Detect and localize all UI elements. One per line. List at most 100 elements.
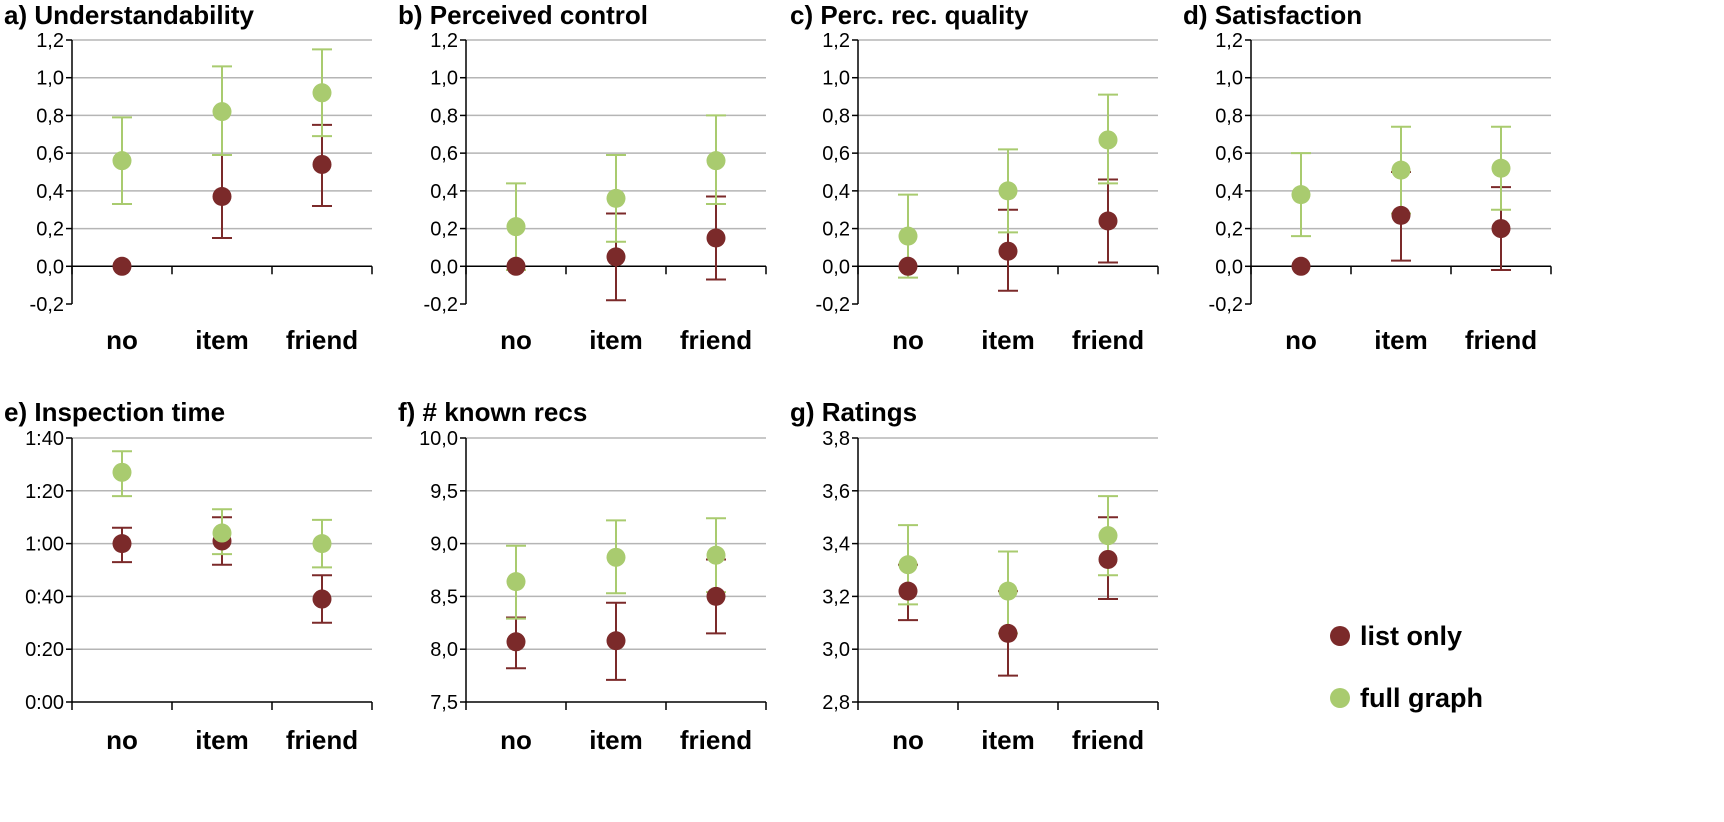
panel-c-category-label-no: no bbox=[892, 325, 924, 355]
panel-g-y-tick-label: 3,4 bbox=[822, 534, 850, 556]
panel-d-point-full-graph-friend bbox=[1491, 158, 1511, 178]
panel-b-point-full-graph-item bbox=[606, 188, 626, 208]
panel-g-point-list-only-no bbox=[898, 581, 918, 601]
panel-b-category-label-friend: friend bbox=[680, 325, 752, 355]
panel-b-point-list-only-friend bbox=[706, 228, 726, 248]
panel-g-category-label-friend: friend bbox=[1072, 725, 1144, 755]
panel-b-category-label-item: item bbox=[589, 325, 642, 355]
panel-e-point-full-graph-item bbox=[212, 523, 232, 543]
panel-f-point-list-only-item bbox=[606, 631, 626, 651]
panel-f-y-tick-label: 8,0 bbox=[430, 639, 458, 661]
panel-a-y-tick-label: 0,4 bbox=[36, 181, 64, 203]
panel-f-point-full-graph-no bbox=[506, 572, 526, 592]
panel-a-y-tick-label: 1,2 bbox=[36, 30, 64, 52]
panel-e-title: e) Inspection time bbox=[4, 397, 225, 427]
panel-c-y-tick-label: -0,2 bbox=[816, 294, 850, 316]
panel-g-point-full-graph-item bbox=[998, 581, 1018, 601]
panel-d-category-label-no: no bbox=[1285, 325, 1317, 355]
legend-label-list-only: list only bbox=[1360, 620, 1463, 651]
panel-f-y-tick-label: 10,0 bbox=[419, 428, 458, 450]
panel-d-point-list-only-item bbox=[1391, 205, 1411, 225]
panel-b-title: b) Perceived control bbox=[398, 0, 648, 30]
panel-c-point-list-only-no bbox=[898, 256, 918, 276]
panel-d-y-tick-label: 0,2 bbox=[1215, 219, 1243, 241]
panel-c-y-tick-label: 0,0 bbox=[822, 256, 850, 278]
panel-a-y-tick-label: 1,0 bbox=[36, 68, 64, 90]
panel-c-title: c) Perc. rec. quality bbox=[790, 0, 1029, 30]
panel-d-y-tick-label: 1,2 bbox=[1215, 30, 1243, 52]
panel-a-category-label-friend: friend bbox=[286, 325, 358, 355]
panel-b-point-full-graph-no bbox=[506, 217, 526, 237]
panel-f-category-label-friend: friend bbox=[680, 725, 752, 755]
legend-item-full-graph: full graph bbox=[1330, 680, 1483, 716]
panel-g-point-list-only-item bbox=[998, 623, 1018, 643]
legend: list only full graph bbox=[1330, 618, 1483, 742]
panel-f-title: f) # known recs bbox=[398, 397, 587, 427]
panel-a-point-full-graph-item bbox=[212, 102, 232, 122]
panel-d-y-tick-label: 0,4 bbox=[1215, 181, 1243, 203]
panel-g-y-tick-label: 3,6 bbox=[822, 481, 850, 503]
panel-f-point-full-graph-friend bbox=[706, 545, 726, 565]
panel-a-y-tick-label: 0,0 bbox=[36, 256, 64, 278]
panel-g-point-full-graph-friend bbox=[1098, 526, 1118, 546]
panel-c-y-tick-label: 0,6 bbox=[822, 143, 850, 165]
panel-e-point-list-only-no bbox=[112, 534, 132, 554]
panel-c-point-full-graph-friend bbox=[1098, 130, 1118, 150]
panel-d-y-tick-label: -0,2 bbox=[1209, 294, 1243, 316]
panel-g-point-list-only-friend bbox=[1098, 549, 1118, 569]
panel-a-category-label-item: item bbox=[195, 325, 248, 355]
panel-a-y-tick-label: -0,2 bbox=[30, 294, 64, 316]
panel-f-y-tick-label: 8,5 bbox=[430, 586, 458, 608]
panel-b-y-tick-label: 0,8 bbox=[430, 105, 458, 127]
panel-c-category-label-friend: friend bbox=[1072, 325, 1144, 355]
panel-c-point-list-only-friend bbox=[1098, 211, 1118, 231]
panel-a-point-full-graph-friend bbox=[312, 83, 332, 103]
legend-item-list-only: list only bbox=[1330, 618, 1483, 654]
panel-f-point-full-graph-item bbox=[606, 547, 626, 567]
panel-f-point-list-only-friend bbox=[706, 586, 726, 606]
panel-d-category-label-friend: friend bbox=[1465, 325, 1537, 355]
panel-c-category-label-item: item bbox=[981, 325, 1034, 355]
panel-d-y-tick-label: 0,8 bbox=[1215, 105, 1243, 127]
panel-c-y-tick-label: 0,4 bbox=[822, 181, 850, 203]
panel-d-y-tick-label: 1,0 bbox=[1215, 68, 1243, 90]
panel-e-y-tick-label: 0:40 bbox=[25, 586, 64, 608]
legend-label-full-graph: full graph bbox=[1360, 682, 1483, 713]
panel-a-point-list-only-friend bbox=[312, 154, 332, 174]
panel-e-point-full-graph-friend bbox=[312, 534, 332, 554]
panel-e-y-tick-label: 1:00 bbox=[25, 534, 64, 556]
panel-a-category-label-no: no bbox=[106, 325, 138, 355]
panel-b-category-label-no: no bbox=[500, 325, 532, 355]
legend-marker-list-only bbox=[1330, 626, 1350, 646]
panel-d-point-list-only-no bbox=[1291, 256, 1311, 276]
panel-e-category-label-friend: friend bbox=[286, 725, 358, 755]
panel-a-title: a) Understandability bbox=[4, 0, 254, 30]
panel-b-y-tick-label: 0,4 bbox=[430, 181, 458, 203]
panel-b-y-tick-label: -0,2 bbox=[424, 294, 458, 316]
panel-d-point-full-graph-item bbox=[1391, 160, 1411, 180]
panel-e-y-tick-label: 0:00 bbox=[25, 692, 64, 714]
panel-f-category-label-item: item bbox=[589, 725, 642, 755]
panel-b-y-tick-label: 0,2 bbox=[430, 219, 458, 241]
panel-d-y-tick-label: 0,6 bbox=[1215, 143, 1243, 165]
panel-b-y-tick-label: 1,0 bbox=[430, 68, 458, 90]
panel-f-y-tick-label: 9,0 bbox=[430, 534, 458, 556]
panel-d-point-full-graph-no bbox=[1291, 185, 1311, 205]
panel-b-y-tick-label: 0,0 bbox=[430, 256, 458, 278]
panel-d-point-list-only-friend bbox=[1491, 219, 1511, 239]
panel-g-y-tick-label: 3,0 bbox=[822, 639, 850, 661]
panel-f-point-list-only-no bbox=[506, 632, 526, 652]
panel-b-point-list-only-item bbox=[606, 247, 626, 267]
panel-a-point-list-only-item bbox=[212, 187, 232, 207]
panel-e-point-full-graph-no bbox=[112, 462, 132, 482]
panel-e-point-list-only-friend bbox=[312, 589, 332, 609]
panel-a-point-full-graph-no bbox=[112, 151, 132, 171]
panel-f-category-label-no: no bbox=[500, 725, 532, 755]
panel-g-point-full-graph-no bbox=[898, 555, 918, 575]
legend-marker-full-graph bbox=[1330, 688, 1350, 708]
panel-c-y-tick-label: 1,0 bbox=[822, 68, 850, 90]
panel-g-y-tick-label: 2,8 bbox=[822, 692, 850, 714]
panel-g-title: g) Ratings bbox=[790, 397, 917, 427]
panel-e-y-tick-label: 0:20 bbox=[25, 639, 64, 661]
panel-g-y-tick-label: 3,2 bbox=[822, 586, 850, 608]
